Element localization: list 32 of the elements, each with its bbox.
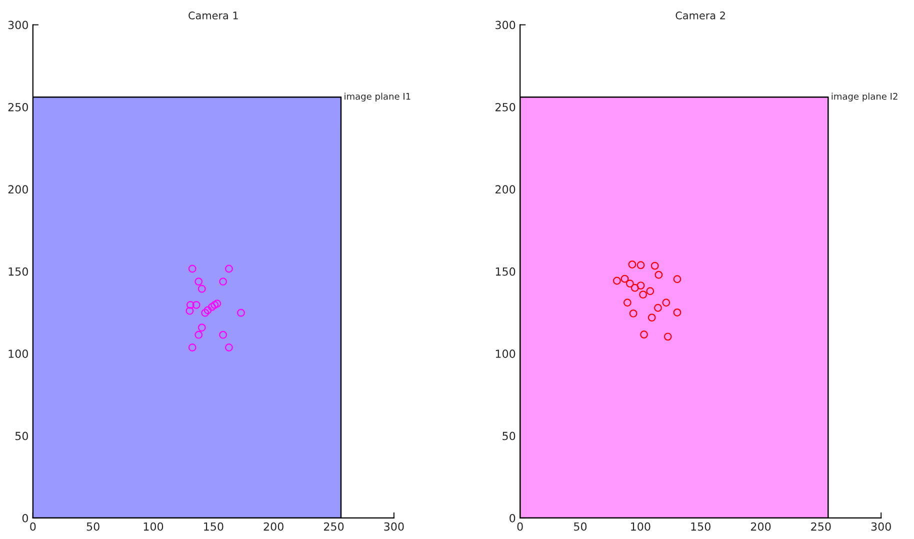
x-tick-label: 300 xyxy=(384,522,404,531)
x-tick-label: 50 xyxy=(86,522,100,531)
x-tick-label: 0 xyxy=(30,522,36,531)
y-tick-label: 150 xyxy=(8,267,28,276)
y-tick-label: 200 xyxy=(8,185,28,194)
y-tick-label: 200 xyxy=(496,185,516,194)
y-tick-label: 150 xyxy=(496,267,516,276)
y-tick-label: 100 xyxy=(496,350,516,358)
x-tick-label: 100 xyxy=(144,522,164,531)
chart-title: Camera 1 xyxy=(188,12,238,20)
y-tick-label: 0 xyxy=(510,514,516,522)
x-tick-label: 250 xyxy=(811,522,831,531)
x-tick-label: 100 xyxy=(631,522,650,531)
x-tick-label: 250 xyxy=(324,522,344,531)
x-tick-label: 200 xyxy=(264,522,284,531)
x-tick-label: 300 xyxy=(871,522,891,531)
series-label: image plane I2 xyxy=(832,92,898,102)
x-tick-label: 150 xyxy=(204,522,224,531)
y-tick-label: 300 xyxy=(8,20,28,30)
x-tick-label: 150 xyxy=(691,522,710,531)
y-tick-label: 50 xyxy=(502,432,516,440)
x-tick-label: 200 xyxy=(750,522,771,531)
y-tick-label: 100 xyxy=(8,350,28,358)
chart-title: Camera 2 xyxy=(676,12,725,20)
y-tick-label: 300 xyxy=(496,20,516,30)
y-tick-label: 50 xyxy=(15,432,28,440)
y-tick-label: 250 xyxy=(496,102,516,112)
series-label: image plane I1 xyxy=(344,92,410,102)
x-tick-label: 0 xyxy=(517,522,523,531)
y-tick-label: 0 xyxy=(22,514,28,522)
y-tick-label: 250 xyxy=(8,102,28,112)
x-tick-label: 50 xyxy=(574,522,587,531)
